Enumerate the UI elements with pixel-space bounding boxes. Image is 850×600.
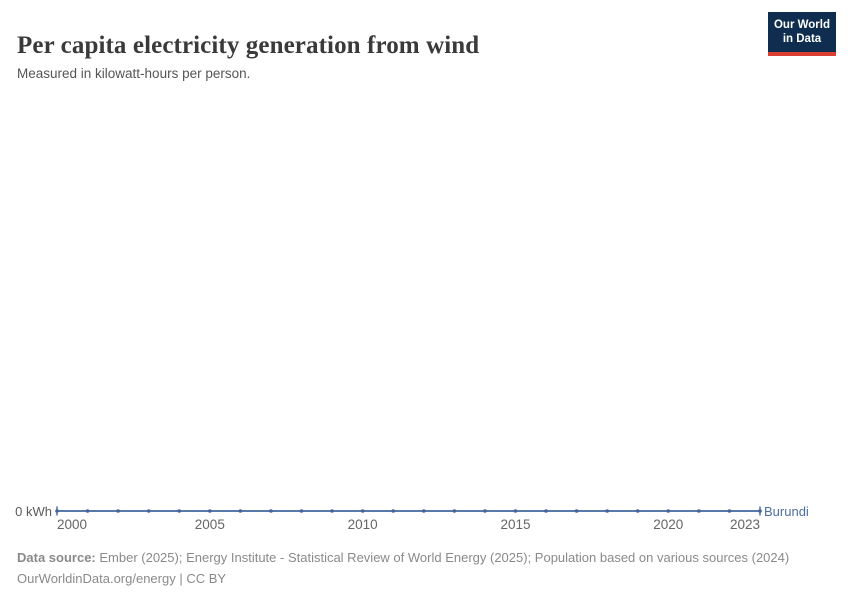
data-point-2017	[574, 509, 579, 513]
data-point-2003	[146, 509, 151, 513]
owid-logo[interactable]: Our World in Data	[768, 12, 836, 56]
x-tick-label-2005: 2005	[194, 517, 225, 532]
data-point-2008	[299, 509, 304, 513]
data-point-2005	[208, 509, 212, 513]
data-point-2002	[116, 509, 120, 513]
data-point-2019	[635, 509, 640, 513]
x-tick-label-2023: 2023	[729, 517, 760, 532]
data-point-2006	[238, 509, 243, 513]
data-point-2016	[544, 509, 548, 513]
data-point-2021	[697, 509, 701, 513]
data-point-2014	[483, 509, 487, 513]
cc-by-link[interactable]: CC BY	[186, 570, 227, 586]
chart-subtitle: Measured in kilowatt-hours per person.	[17, 65, 251, 81]
data-point-2018	[605, 509, 609, 513]
data-point-2015	[513, 509, 518, 513]
owid-logo-line1: Our World	[773, 19, 830, 31]
data-source-text: Ember (2025); Energy Institute - Statist…	[95, 550, 790, 565]
data-source-label: Data source:	[17, 550, 96, 565]
wind-line-chart	[55, 506, 762, 516]
page-title: Per capita electricity generation from w…	[17, 31, 480, 59]
footer-separator: |	[175, 570, 187, 586]
data-point-2022	[727, 509, 732, 513]
data-point-2010	[360, 509, 365, 513]
data-point-2013	[452, 509, 457, 513]
license-line: OurWorldinData.org/energy | CC BY	[17, 569, 833, 590]
data-point-2007	[269, 509, 273, 513]
data-point-2023	[758, 509, 762, 513]
data-point-2020	[666, 509, 671, 513]
x-tick-label-2020: 2020	[653, 517, 684, 532]
y-axis-zero-label: 0 kWh	[15, 504, 52, 519]
chart-footer: Data source: Ember (2025); Energy Instit…	[17, 548, 833, 589]
x-tick-label-2000: 2000	[57, 517, 88, 532]
data-point-2009	[330, 509, 334, 513]
data-point-2011	[391, 509, 396, 513]
data-point-2001	[85, 509, 90, 513]
data-point-2012	[421, 509, 426, 513]
data-source-line: Data source: Ember (2025); Energy Instit…	[17, 548, 833, 569]
owid-logo-line2: in Data	[782, 33, 822, 45]
data-point-2000	[55, 509, 59, 513]
data-point-2004	[177, 509, 182, 513]
x-tick-label-2010: 2010	[347, 517, 378, 532]
series-entity-label[interactable]: Burundi	[764, 504, 809, 519]
x-tick-label-2015: 2015	[500, 517, 531, 532]
x-axis: 2000 2005 2010 2015 2020 2023	[0, 517, 850, 533]
owid-energy-link[interactable]: OurWorldinData.org/energy	[17, 570, 176, 586]
